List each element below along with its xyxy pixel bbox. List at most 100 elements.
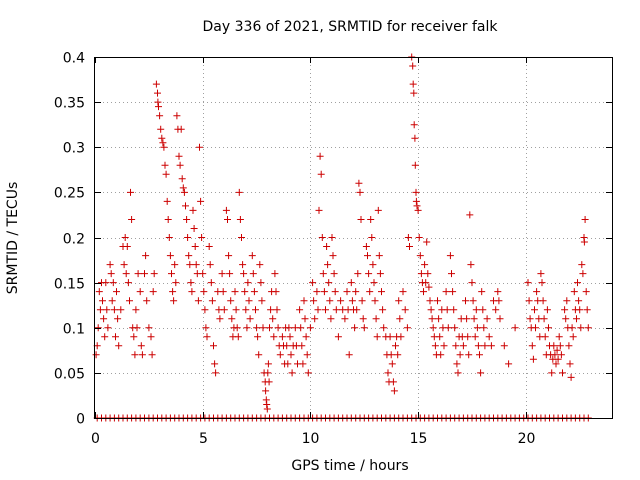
data-point: [225, 252, 233, 260]
data-point: [325, 279, 333, 287]
data-point: [120, 261, 128, 269]
data-point: [236, 216, 244, 223]
data-point: [157, 125, 165, 133]
data-point: [446, 252, 454, 260]
data-point: [357, 216, 365, 223]
plot-frame: [94, 57, 613, 419]
data-point: [161, 161, 169, 169]
y-tick-label: 0.05: [54, 367, 85, 383]
data-point: [245, 297, 253, 305]
data-point: [184, 234, 192, 241]
data-point: [539, 297, 547, 305]
data-point: [524, 279, 532, 287]
data-point: [529, 355, 537, 363]
data-point: [232, 306, 240, 314]
data-point: [311, 315, 319, 323]
data-point: [479, 306, 487, 314]
data-point: [288, 369, 296, 377]
data-point: [414, 206, 422, 214]
data-point: [467, 261, 475, 269]
data-point: [239, 261, 247, 269]
data-point: [284, 360, 292, 368]
data-point: [92, 351, 100, 359]
data-point: [179, 184, 187, 192]
data-point: [545, 324, 552, 332]
data-point: [423, 238, 431, 246]
data-point: [415, 234, 423, 241]
y-tick-label: 0.35: [54, 96, 85, 112]
data-point: [314, 306, 322, 314]
data-point: [101, 333, 109, 341]
data-point: [454, 369, 462, 377]
data-point: [226, 270, 234, 278]
data-point: [380, 324, 388, 332]
data-point: [568, 324, 576, 332]
data-point: [202, 324, 210, 332]
data-point: [131, 351, 139, 359]
data-point: [555, 333, 563, 341]
data-point: [148, 351, 156, 359]
data-point: [165, 234, 173, 241]
data-point: [351, 324, 359, 332]
data-point: [166, 252, 174, 260]
data-point: [352, 288, 360, 296]
data-point: [448, 270, 455, 278]
data-point: [435, 315, 443, 323]
data-point: [258, 297, 266, 305]
data-point: [145, 324, 153, 332]
data-point: [175, 152, 183, 160]
data-point: [287, 351, 295, 359]
data-point: [496, 315, 504, 323]
data-point: [495, 297, 503, 305]
data-point: [425, 283, 433, 291]
data-point: [163, 197, 171, 205]
data-point: [354, 270, 362, 278]
data-point: [255, 351, 263, 359]
data-point: [416, 252, 424, 260]
data-point: [420, 288, 427, 296]
data-point: [369, 261, 377, 269]
data-point: [254, 333, 262, 341]
data-point: [172, 279, 180, 287]
data-point: [409, 80, 417, 88]
data-point: [552, 360, 560, 368]
data-point: [265, 378, 273, 386]
data-point: [187, 279, 195, 287]
data-point: [178, 175, 186, 183]
data-point: [301, 315, 309, 323]
y-tick-label: 0.1: [63, 322, 85, 338]
data-point: [168, 270, 175, 278]
data-point: [154, 89, 161, 97]
data-point: [531, 306, 538, 314]
data-point: [505, 360, 513, 368]
data-point: [270, 333, 278, 341]
data-point: [409, 62, 417, 70]
data-point: [543, 306, 551, 314]
data-point: [388, 360, 396, 368]
data-point: [443, 306, 451, 314]
data-point: [341, 315, 349, 323]
data-point: [248, 252, 256, 260]
data-point: [366, 288, 374, 296]
data-point: [231, 288, 239, 296]
data-point: [578, 261, 586, 269]
data-point: [276, 351, 284, 359]
data-point: [263, 405, 271, 413]
data-point: [246, 315, 254, 323]
data-point: [201, 306, 209, 314]
data-point: [235, 188, 243, 196]
data-point: [127, 188, 134, 196]
y-tick-label: 0.15: [54, 277, 85, 293]
data-point: [583, 306, 591, 314]
data-point: [96, 306, 104, 314]
data-point: [310, 297, 318, 305]
data-point: [565, 342, 573, 350]
data-point: [191, 243, 199, 250]
data-point: [256, 261, 264, 269]
data-point: [304, 369, 312, 377]
data-point: [224, 216, 231, 223]
data-point: [379, 306, 387, 314]
x-tick-label: 15: [410, 431, 428, 447]
data-point: [197, 197, 205, 205]
